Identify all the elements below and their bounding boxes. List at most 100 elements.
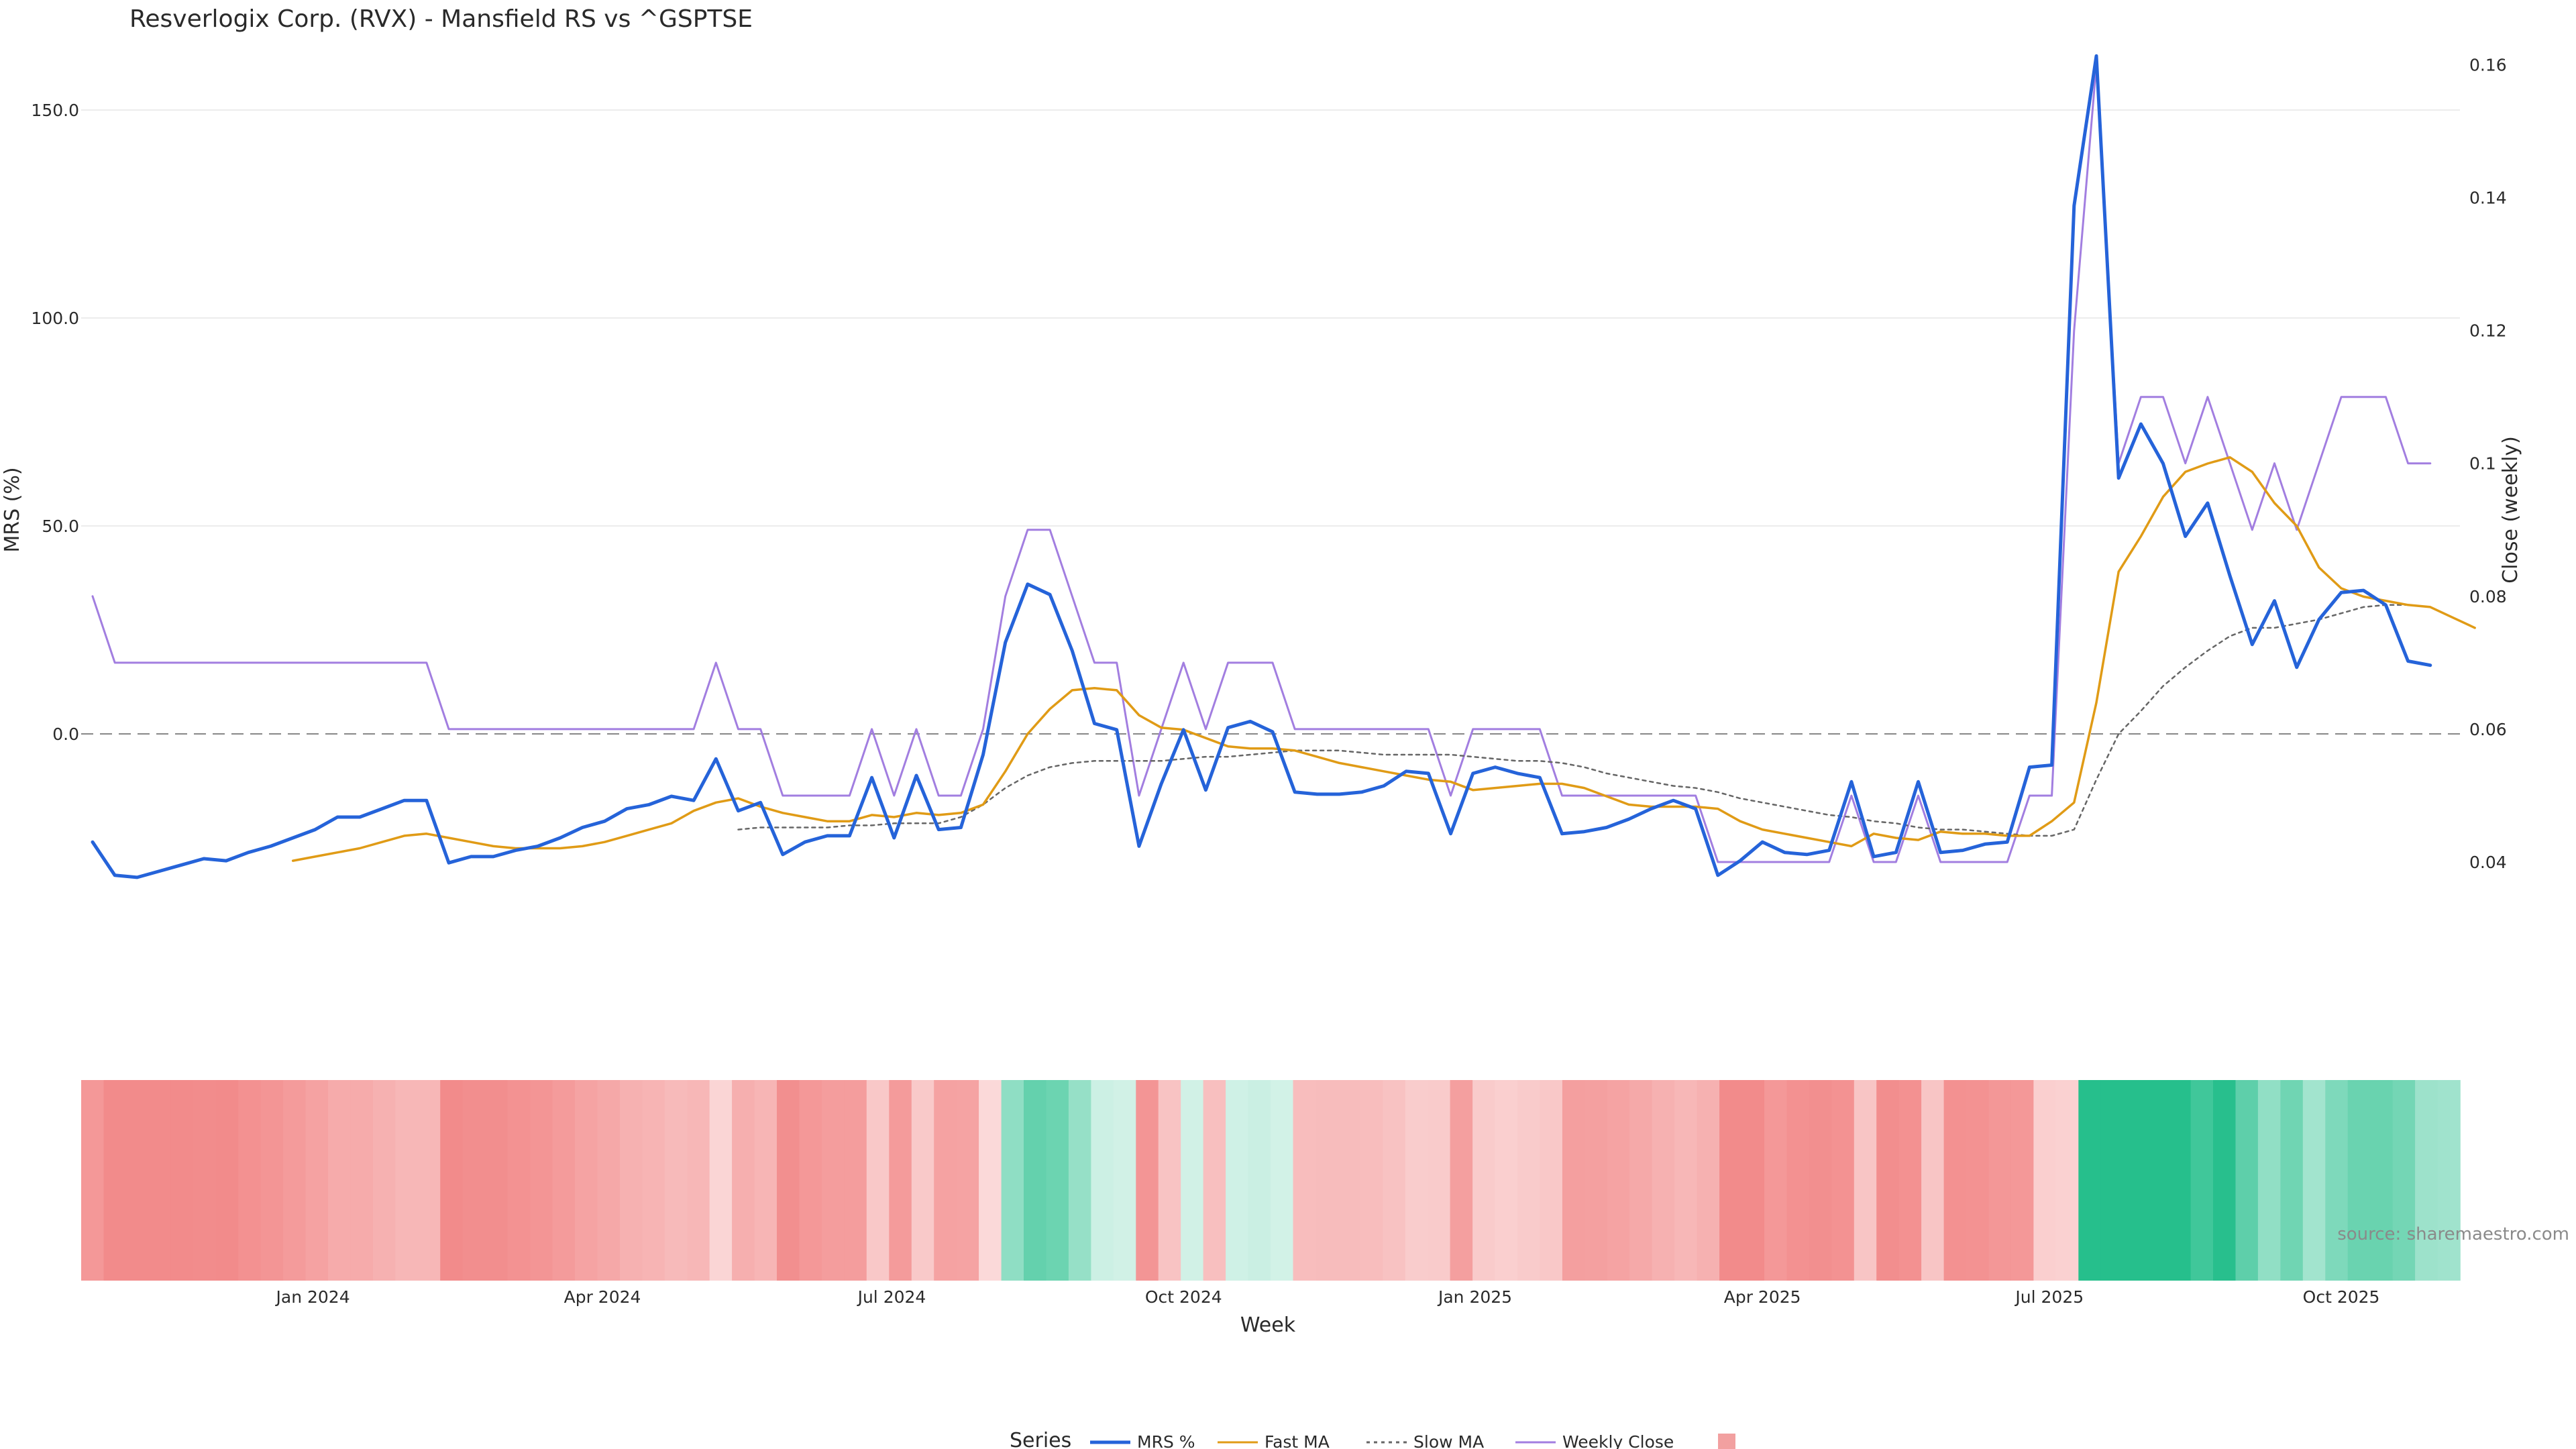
x-tick-label: Apr 2025 <box>1724 1287 1801 1307</box>
heat-cell <box>2145 1080 2169 1281</box>
heat-cell <box>2100 1080 2125 1281</box>
heat-cell <box>1024 1080 1047 1281</box>
heat-cell <box>1428 1080 1451 1281</box>
heat-cell <box>1158 1080 1181 1281</box>
heat-cell <box>1338 1080 1361 1281</box>
heat-cell <box>1629 1080 1653 1281</box>
heat-cell <box>1472 1080 1496 1281</box>
heat-cell <box>81 1080 105 1281</box>
heat-cell <box>1495 1080 1518 1281</box>
heat-cell <box>1786 1080 1810 1281</box>
heat-cell <box>1562 1080 1586 1281</box>
heat-cell <box>1517 1080 1541 1281</box>
heat-cell <box>754 1080 777 1281</box>
heat-cell <box>125 1080 150 1281</box>
heat-cell <box>1091 1080 1114 1281</box>
heat-cell <box>2257 1080 2282 1281</box>
x-tick-label: Oct 2024 <box>1145 1287 1222 1307</box>
heat-cell <box>2370 1080 2394 1281</box>
heat-cell <box>170 1080 195 1281</box>
legend-label: Weekly Close <box>1562 1432 1674 1449</box>
right-axis-title: Close (weekly) <box>2499 436 2522 584</box>
series-line-weekly-close <box>91 64 2432 863</box>
x-tick-label: Oct 2025 <box>2303 1287 2380 1307</box>
heat-cell <box>417 1080 441 1281</box>
heat-cell <box>1226 1080 1249 1281</box>
series-line-slow-ma <box>737 604 2409 837</box>
watermark: source: sharemaestro.com <box>2337 1224 2569 1244</box>
legend-label: MRS % <box>1137 1432 1195 1449</box>
heat-cell <box>193 1080 217 1281</box>
heat-cell <box>1809 1080 1833 1281</box>
heat-cell <box>2325 1080 2349 1281</box>
x-tick-label: Jul 2024 <box>857 1287 926 1307</box>
heat-cell <box>103 1080 127 1281</box>
right-tick-label: 0.1 <box>2469 454 2496 474</box>
heat-cell <box>799 1080 822 1281</box>
heat-cell <box>2437 1080 2461 1281</box>
heat-cell <box>709 1080 733 1281</box>
heat-cell <box>148 1080 172 1281</box>
heat-cell <box>1966 1080 1990 1281</box>
heat-cell <box>844 1080 867 1281</box>
heat-cell <box>260 1080 284 1281</box>
heat-cell <box>1540 1080 1563 1281</box>
series-line-fast-ma <box>291 455 2476 862</box>
heat-cell <box>305 1080 329 1281</box>
legend-item-slow-ma[interactable]: Slow MA <box>1366 1432 1484 1449</box>
heat-cell <box>642 1080 665 1281</box>
heat-cell <box>1943 1080 1967 1281</box>
heat-cell <box>1674 1080 1698 1281</box>
heat-cell <box>485 1080 508 1281</box>
legend-item-mrs[interactable]: MRS % <box>1090 1432 1195 1449</box>
heat-cell <box>1719 1080 1743 1281</box>
heat-cell <box>2415 1080 2438 1281</box>
heat-cell <box>2347 1080 2371 1281</box>
x-axis: Jan 2024 Apr 2024 Jul 2024 Oct 2024 Jan 2025… <box>275 1287 2380 1307</box>
legend-label: Slow MA <box>1413 1432 1484 1449</box>
heat-cell <box>866 1080 890 1281</box>
heat-cell <box>1068 1080 1092 1281</box>
right-tick-label: 0.14 <box>2469 189 2507 208</box>
heat-cell <box>1854 1080 1878 1281</box>
heat-cell <box>2213 1080 2237 1281</box>
heat-cell <box>395 1080 419 1281</box>
heat-cell <box>934 1080 957 1281</box>
legend-item-heat[interactable] <box>1718 1434 1735 1449</box>
legend-item-fast-ma[interactable]: Fast MA <box>1218 1432 1330 1449</box>
left-tick-label: 0.0 <box>52 724 79 744</box>
heat-cell <box>889 1080 912 1281</box>
heat-cell <box>1585 1080 1608 1281</box>
heat-cell <box>2392 1080 2416 1281</box>
x-tick-label: Jul 2025 <box>2014 1287 2084 1307</box>
left-tick-label: 150.0 <box>31 101 79 120</box>
heat-cell <box>619 1080 643 1281</box>
heat-cell <box>1315 1080 1339 1281</box>
heat-cell <box>1046 1080 1069 1281</box>
heat-cell <box>732 1080 755 1281</box>
heat-cell <box>1741 1080 1765 1281</box>
legend-swatch <box>1718 1434 1735 1449</box>
heat-cell <box>2123 1080 2147 1281</box>
heat-cell <box>1181 1080 1204 1281</box>
legend-item-weekly-close[interactable]: Weekly Close <box>1515 1432 1674 1449</box>
heat-cell <box>1203 1080 1226 1281</box>
heat-cell <box>1450 1080 1473 1281</box>
heat-cell <box>979 1080 1002 1281</box>
heat-cell <box>507 1080 531 1281</box>
heat-cell <box>956 1080 979 1281</box>
heat-cell <box>1898 1080 1922 1281</box>
heat-cell <box>2235 1080 2259 1281</box>
mrs-heat-strip <box>81 1080 2461 1281</box>
heat-cell <box>283 1080 307 1281</box>
heat-cell <box>1921 1080 1945 1281</box>
legend-label: Fast MA <box>1265 1432 1330 1449</box>
right-tick-label: 0.08 <box>2469 587 2507 606</box>
heat-cell <box>2078 1080 2102 1281</box>
heat-cell <box>1764 1080 1788 1281</box>
heat-cell <box>1271 1080 1294 1281</box>
heat-cell <box>1136 1080 1159 1281</box>
heat-cell <box>530 1080 553 1281</box>
heat-cell <box>215 1080 239 1281</box>
